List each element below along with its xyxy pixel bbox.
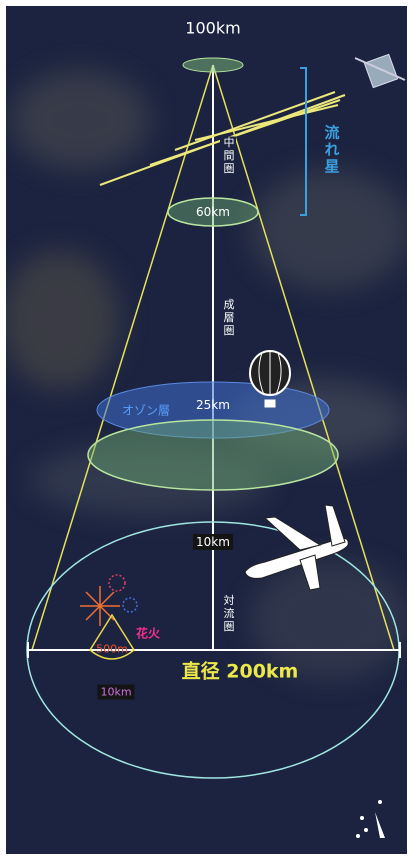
diameter-label: 直径 200km bbox=[181, 660, 299, 683]
altitude-label: 25km bbox=[196, 398, 230, 412]
fireworks-label: 花火 bbox=[135, 626, 161, 641]
balloon bbox=[249, 350, 291, 408]
fireworks bbox=[80, 574, 138, 660]
layer-label: 中間圏 bbox=[220, 136, 236, 176]
ellipse-100km bbox=[182, 57, 244, 73]
altitude-label: 60km bbox=[196, 205, 230, 219]
altitude-label: 100km bbox=[185, 18, 241, 38]
meteor-label: 流れ星 bbox=[322, 124, 341, 176]
layer-label: 成層圏 bbox=[220, 298, 236, 338]
satellite bbox=[354, 53, 406, 89]
ellipse-60km bbox=[167, 197, 259, 227]
cone-edge bbox=[212, 64, 395, 651]
fireworks-height: 500m bbox=[96, 642, 128, 656]
diagram bbox=[6, 53, 407, 838]
logo bbox=[356, 800, 385, 838]
cone-edge bbox=[31, 64, 214, 651]
meteor-bracket bbox=[300, 67, 307, 216]
layer-label: 対流圏 bbox=[220, 594, 236, 634]
altitude-label: 10km bbox=[193, 534, 233, 550]
infographic: 100km 流れ星 中間圏 60km 成層圏 オゾン層 25km 10km 対流… bbox=[6, 6, 407, 854]
airplane bbox=[244, 504, 349, 591]
ellipse-25km bbox=[87, 419, 339, 491]
fireworks-range: 10km bbox=[97, 684, 135, 700]
ozone-label: オゾン層 bbox=[121, 403, 171, 418]
city-lights bbox=[6, 70, 407, 680]
